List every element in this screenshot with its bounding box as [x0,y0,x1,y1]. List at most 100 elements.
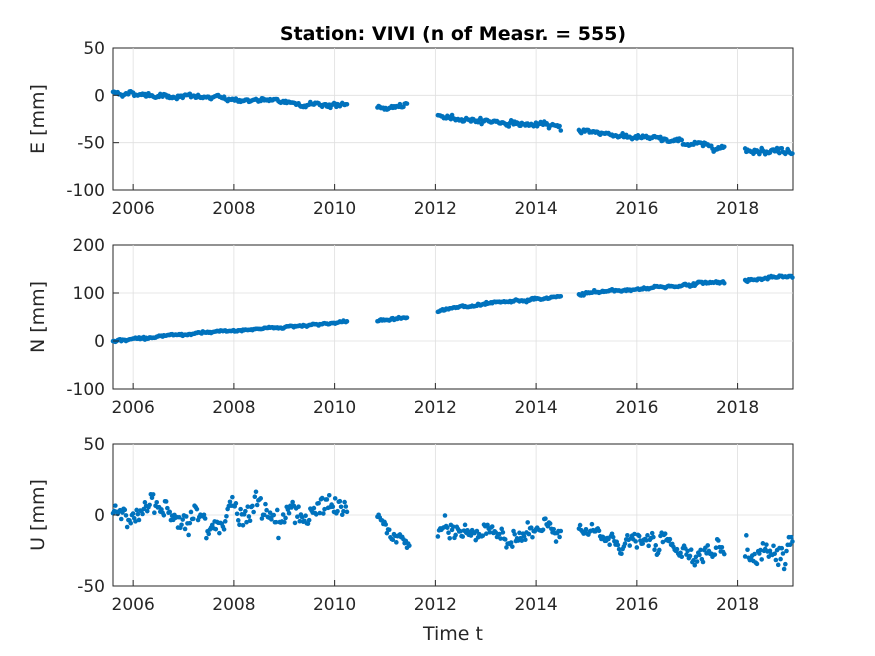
up-data-point [337,498,343,504]
up-data-point [687,553,693,559]
up-data-point [442,513,448,518]
up-data-point [299,514,305,520]
up-data-point [757,551,762,556]
north-y-tick-label-1: 0 [94,332,105,352]
up-data-point [781,566,787,572]
east-data-point [506,124,512,129]
up-x-tick-label-1: 2008 [212,595,255,615]
up-x-tick-label-2: 2010 [313,595,356,615]
up-data-point [118,516,124,522]
up-data-point [651,534,656,540]
up-data-point [341,508,346,514]
up-data-point [286,510,292,516]
figure-title: Station: VIVI (n of Measr. = 555) [280,23,626,45]
up-data-point [705,543,711,548]
north-x-tick-label-2: 2010 [313,398,356,418]
north-x-tick-label-0: 2006 [112,398,155,418]
up-data-point [280,512,286,517]
up-data-point [640,541,646,546]
up-data-point [656,547,662,553]
up-data-point [504,545,509,550]
up-data-point [697,552,702,558]
up-data-point [489,524,495,529]
up-data-point [551,527,556,532]
up-data-point [238,506,243,512]
up-data-point [779,545,785,551]
up-data-point [760,541,766,546]
up-data-point [744,533,749,538]
up-data-point [244,519,249,525]
up-data-point [264,507,269,513]
north-grid [113,245,793,389]
east-y-tick-label-1: -50 [77,134,105,154]
up-data-point [684,552,689,557]
up-data-point [692,562,698,568]
up-data-point [237,522,242,528]
up-data-point [445,525,450,530]
up-data-point [646,543,651,549]
up-data-point [161,512,167,518]
up-data-point [134,507,139,513]
up-data-point [230,494,235,500]
east-x-tick-label-3: 2012 [414,199,457,219]
up-data-point [634,545,640,550]
up-data-point [316,500,321,506]
east-data-point [558,128,564,133]
north-x-tick-label-3: 2012 [414,398,457,418]
east-data-point [774,145,780,151]
up-data-points [110,489,795,572]
up-data-point [719,544,725,550]
up-data-point [296,504,301,510]
up-data-point [311,505,317,511]
up-data-point [326,492,332,498]
up-data-point [227,499,233,505]
up-data-point [130,511,136,516]
north-panel: 2006 2008 2010 2012 2014 2016 2018-1000100200 … [27,236,795,418]
up-data-point [250,503,255,509]
up-x-tick-label-0: 2006 [112,595,155,615]
up-data-point [485,522,490,528]
up-data-point [517,530,522,536]
east-data-point [679,137,685,143]
up-data-point [245,504,251,509]
up-data-point [271,512,277,518]
up-data-point [339,512,345,518]
east-data-point [344,102,350,107]
east-x-tick-label-0: 2006 [112,199,155,219]
up-data-point [462,522,468,528]
east-x-tick-label-5: 2016 [615,199,658,219]
up-data-point [154,499,160,505]
up-data-point [500,530,506,535]
up-data-point [123,513,129,518]
up-data-point [187,520,193,526]
up-x-tick-label-5: 2016 [615,595,658,615]
up-data-point [217,530,222,536]
up-data-point [667,536,673,542]
up-data-point [759,557,764,562]
up-data-point [386,527,392,533]
up-data-point [615,542,621,548]
up-data-point [247,518,253,524]
up-data-point [530,534,535,540]
up-data-point [446,530,451,535]
up-data-point [285,507,291,512]
up-data-point [303,513,308,518]
up-data-point [290,499,295,505]
up-data-point [497,531,502,537]
up-data-point [742,554,748,559]
north-y-tick-label-2: 100 [73,284,105,304]
x-axis-label: Time t [422,623,483,645]
up-data-point [787,542,793,548]
up-data-point [235,518,241,523]
up-y-tick-label-1: 0 [94,506,105,526]
up-data-point [458,528,463,534]
east-ticks: 2006 2008 2010 2012 2014 2016 2018 -100 -50 0 50 [66,39,759,219]
up-data-point [633,539,638,544]
up-data-point [780,551,786,556]
east-data-point [779,145,785,151]
east-data-point [777,150,782,156]
up-data-point [557,534,562,540]
up-data-point [384,530,390,536]
up-data-point [201,512,207,518]
